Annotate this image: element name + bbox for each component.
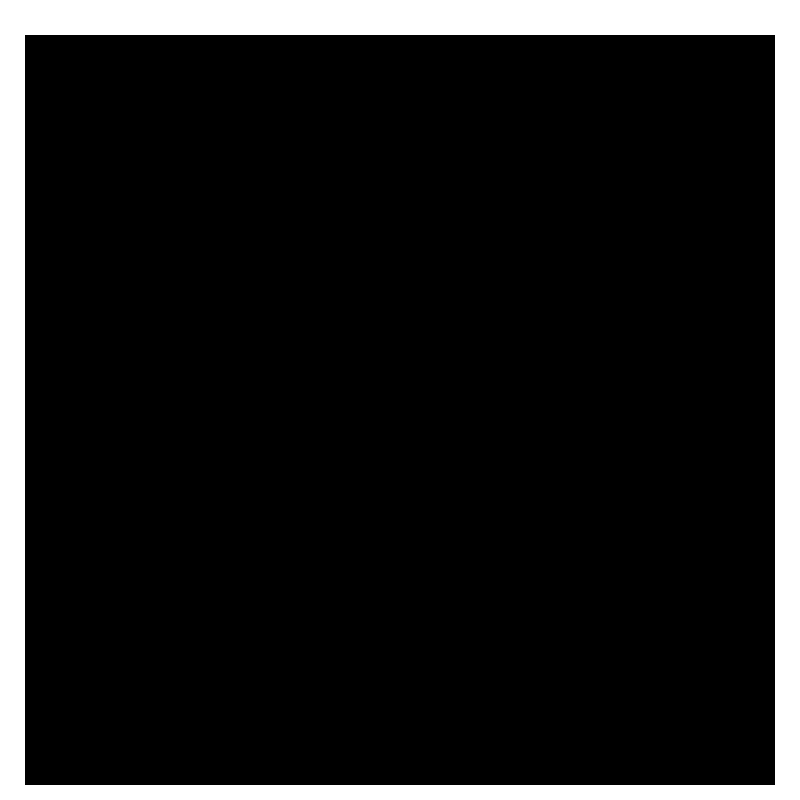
chart-outer-frame [25,35,775,785]
crosshair-vertical [55,65,56,755]
heatmap-canvas [55,65,745,755]
plot-area [55,65,745,755]
chart-container [0,0,800,800]
